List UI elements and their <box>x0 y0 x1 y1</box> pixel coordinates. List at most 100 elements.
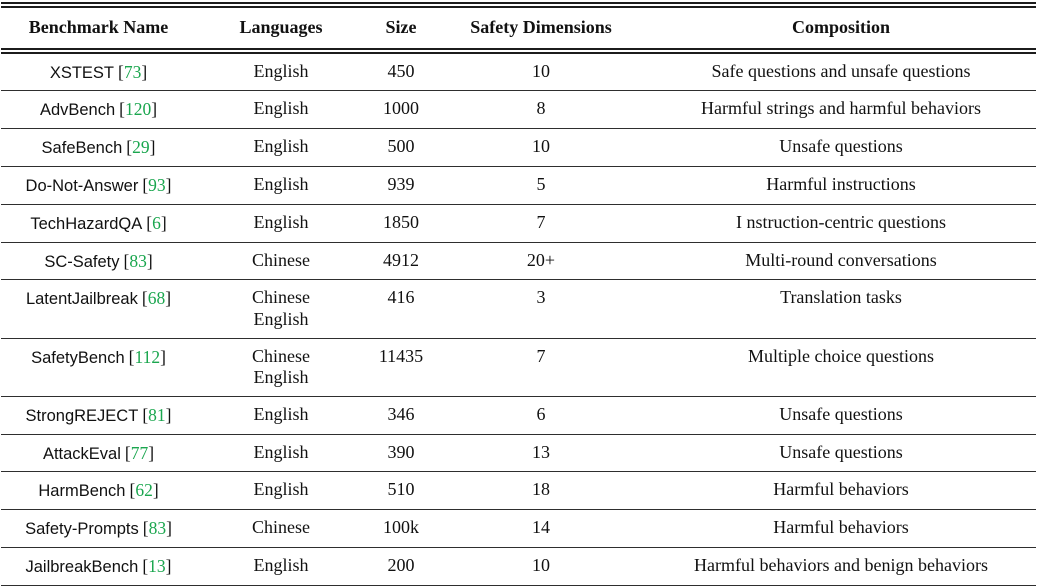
benchmark-name: TechHazardQA <box>30 214 143 233</box>
citation-number[interactable]: 68 <box>147 288 166 309</box>
table-row: AttackEval [77] English 390 13 Unsafe que… <box>1 434 1036 473</box>
citation-link[interactable]: [73] <box>118 62 147 82</box>
dimensions-cell: 5 <box>436 166 646 205</box>
citation-link[interactable]: [93] <box>142 175 171 195</box>
citation-number[interactable]: 62 <box>135 480 153 501</box>
dimensions-cell: 7 <box>436 204 646 243</box>
citation-bracket-close: ] <box>165 288 172 309</box>
citation-link[interactable]: [120] <box>119 99 157 119</box>
composition-cell: Harmful strings and harmful behaviors <box>646 90 1036 130</box>
citation-link[interactable]: [6] <box>146 213 166 233</box>
dimensions-cell: 7 <box>436 338 646 397</box>
citation-link[interactable]: [68] <box>142 288 171 308</box>
citation-bracket-close: ] <box>151 99 158 120</box>
benchmark-name-cell: Safety-Prompts [83] <box>1 509 196 548</box>
citation-number[interactable]: 83 <box>148 518 167 539</box>
citation-number[interactable]: 83 <box>129 250 147 271</box>
citation-link[interactable]: [13] <box>142 556 171 576</box>
benchmark-name: SC-Safety <box>44 252 120 271</box>
benchmark-name: LatentJailbreak <box>25 290 138 309</box>
languages-cell: English <box>196 547 366 586</box>
citation-link[interactable]: [77] <box>125 443 154 463</box>
benchmark-name-cell: XSTEST [73] <box>1 50 196 92</box>
citation-number[interactable]: 6 <box>152 212 161 233</box>
languages-cell: English <box>196 90 366 130</box>
citation-bracket-close: ] <box>141 61 148 82</box>
benchmark-name: Do-Not-Answer <box>25 176 139 195</box>
citation-bracket-close: ] <box>165 174 172 195</box>
citation-bracket-close: ] <box>148 442 155 463</box>
citation-link[interactable]: [81] <box>142 405 171 425</box>
size-cell: 939 <box>366 166 436 205</box>
column-header-languages: Languages <box>196 5 366 54</box>
citation-bracket-open: [ <box>118 61 124 82</box>
composition-cell: Harmful behaviors and benign behaviors <box>646 547 1036 586</box>
table-row: TechHazardQA [6] English 1850 7 I nstruct… <box>1 204 1036 243</box>
languages-cell: English <box>196 471 366 511</box>
dimensions-cell: 13 <box>436 434 646 473</box>
citation-link[interactable]: [83] <box>124 251 153 271</box>
citation-number[interactable]: 120 <box>124 99 152 120</box>
table-row: AdvBench [120] English 1000 8 Harmful str… <box>1 90 1036 130</box>
benchmark-name: SafetyBench <box>31 348 125 367</box>
size-cell: 390 <box>366 434 436 473</box>
size-cell: 1000 <box>366 90 436 130</box>
citation-number[interactable]: 29 <box>132 137 150 158</box>
languages-cell: English <box>196 166 366 205</box>
citation-bracket-open: [ <box>142 404 149 425</box>
citation-bracket-close: ] <box>166 518 172 539</box>
table-row: LatentJailbreak [68] Chinese English 416 … <box>1 279 1036 339</box>
dimensions-cell: 20+ <box>436 242 646 281</box>
citation-bracket-open: [ <box>141 288 148 309</box>
citation-bracket-open: [ <box>123 250 130 271</box>
citation-bracket-close: ] <box>160 346 166 367</box>
benchmark-name-cell: SC-Safety [83] <box>1 242 196 281</box>
benchmark-name-cell: LatentJailbreak [68] <box>1 279 196 339</box>
benchmark-name: SafeBench <box>41 139 123 158</box>
benchmark-name-cell: AttackEval [77] <box>1 434 196 473</box>
table-body: XSTEST [73] English 450 10 Safe questions… <box>1 50 1036 586</box>
dimensions-cell: 10 <box>436 128 646 167</box>
benchmark-name-cell: JailbreakBench [13] <box>1 547 196 586</box>
languages-cell: Chinese <box>196 509 366 548</box>
benchmark-name: JailbreakBench <box>25 557 139 576</box>
citation-bracket-open: [ <box>128 346 135 367</box>
citation-bracket-open: [ <box>126 137 133 158</box>
composition-cell: Harmful behaviors <box>646 471 1036 511</box>
languages-cell: English <box>196 204 366 243</box>
citation-number[interactable]: 13 <box>148 555 166 576</box>
citation-bracket-open: [ <box>146 212 153 233</box>
citation-number[interactable]: 93 <box>148 174 166 195</box>
table-row: SC-Safety [83] Chinese 4912 20+ Multi-rou… <box>1 242 1036 281</box>
size-cell: 100k <box>366 509 436 548</box>
languages-cell: Chinese <box>196 242 366 281</box>
citation-link[interactable]: [62] <box>129 480 158 500</box>
citation-bracket-close: ] <box>149 137 156 158</box>
citation-number[interactable]: 73 <box>123 61 142 82</box>
benchmark-name-cell: Do-Not-Answer [93] <box>1 166 196 205</box>
dimensions-cell: 8 <box>436 90 646 130</box>
citation-number[interactable]: 77 <box>130 442 149 463</box>
benchmark-name: Safety-Prompts <box>25 520 139 539</box>
citation-number[interactable]: 112 <box>134 346 161 367</box>
citation-bracket-open: [ <box>142 518 149 539</box>
column-header-safety-dimensions: Safety Dimensions <box>436 5 646 54</box>
citation-number[interactable]: 81 <box>148 404 166 425</box>
composition-cell: Harmful behaviors <box>646 509 1036 548</box>
benchmark-name-cell: SafeBench [29] <box>1 128 196 167</box>
citation-link[interactable]: [83] <box>143 518 172 538</box>
dimensions-cell: 18 <box>436 471 646 511</box>
citation-bracket-close: ] <box>152 480 159 501</box>
languages-cell: Chinese English <box>196 338 366 397</box>
benchmark-name-cell: StrongREJECT [81] <box>1 396 196 435</box>
column-header-composition: Composition <box>646 5 1036 54</box>
table-row: HarmBench [62] English 510 18 Harmful beh… <box>1 471 1036 511</box>
size-cell: 4912 <box>366 242 436 281</box>
size-cell: 450 <box>366 50 436 92</box>
citation-link[interactable]: [112] <box>129 347 166 367</box>
composition-cell: Multiple choice questions <box>646 338 1036 397</box>
citation-link[interactable]: [29] <box>126 137 155 157</box>
composition-cell: Multi-round conversations <box>646 242 1036 281</box>
citation-bracket-open: [ <box>129 480 136 501</box>
